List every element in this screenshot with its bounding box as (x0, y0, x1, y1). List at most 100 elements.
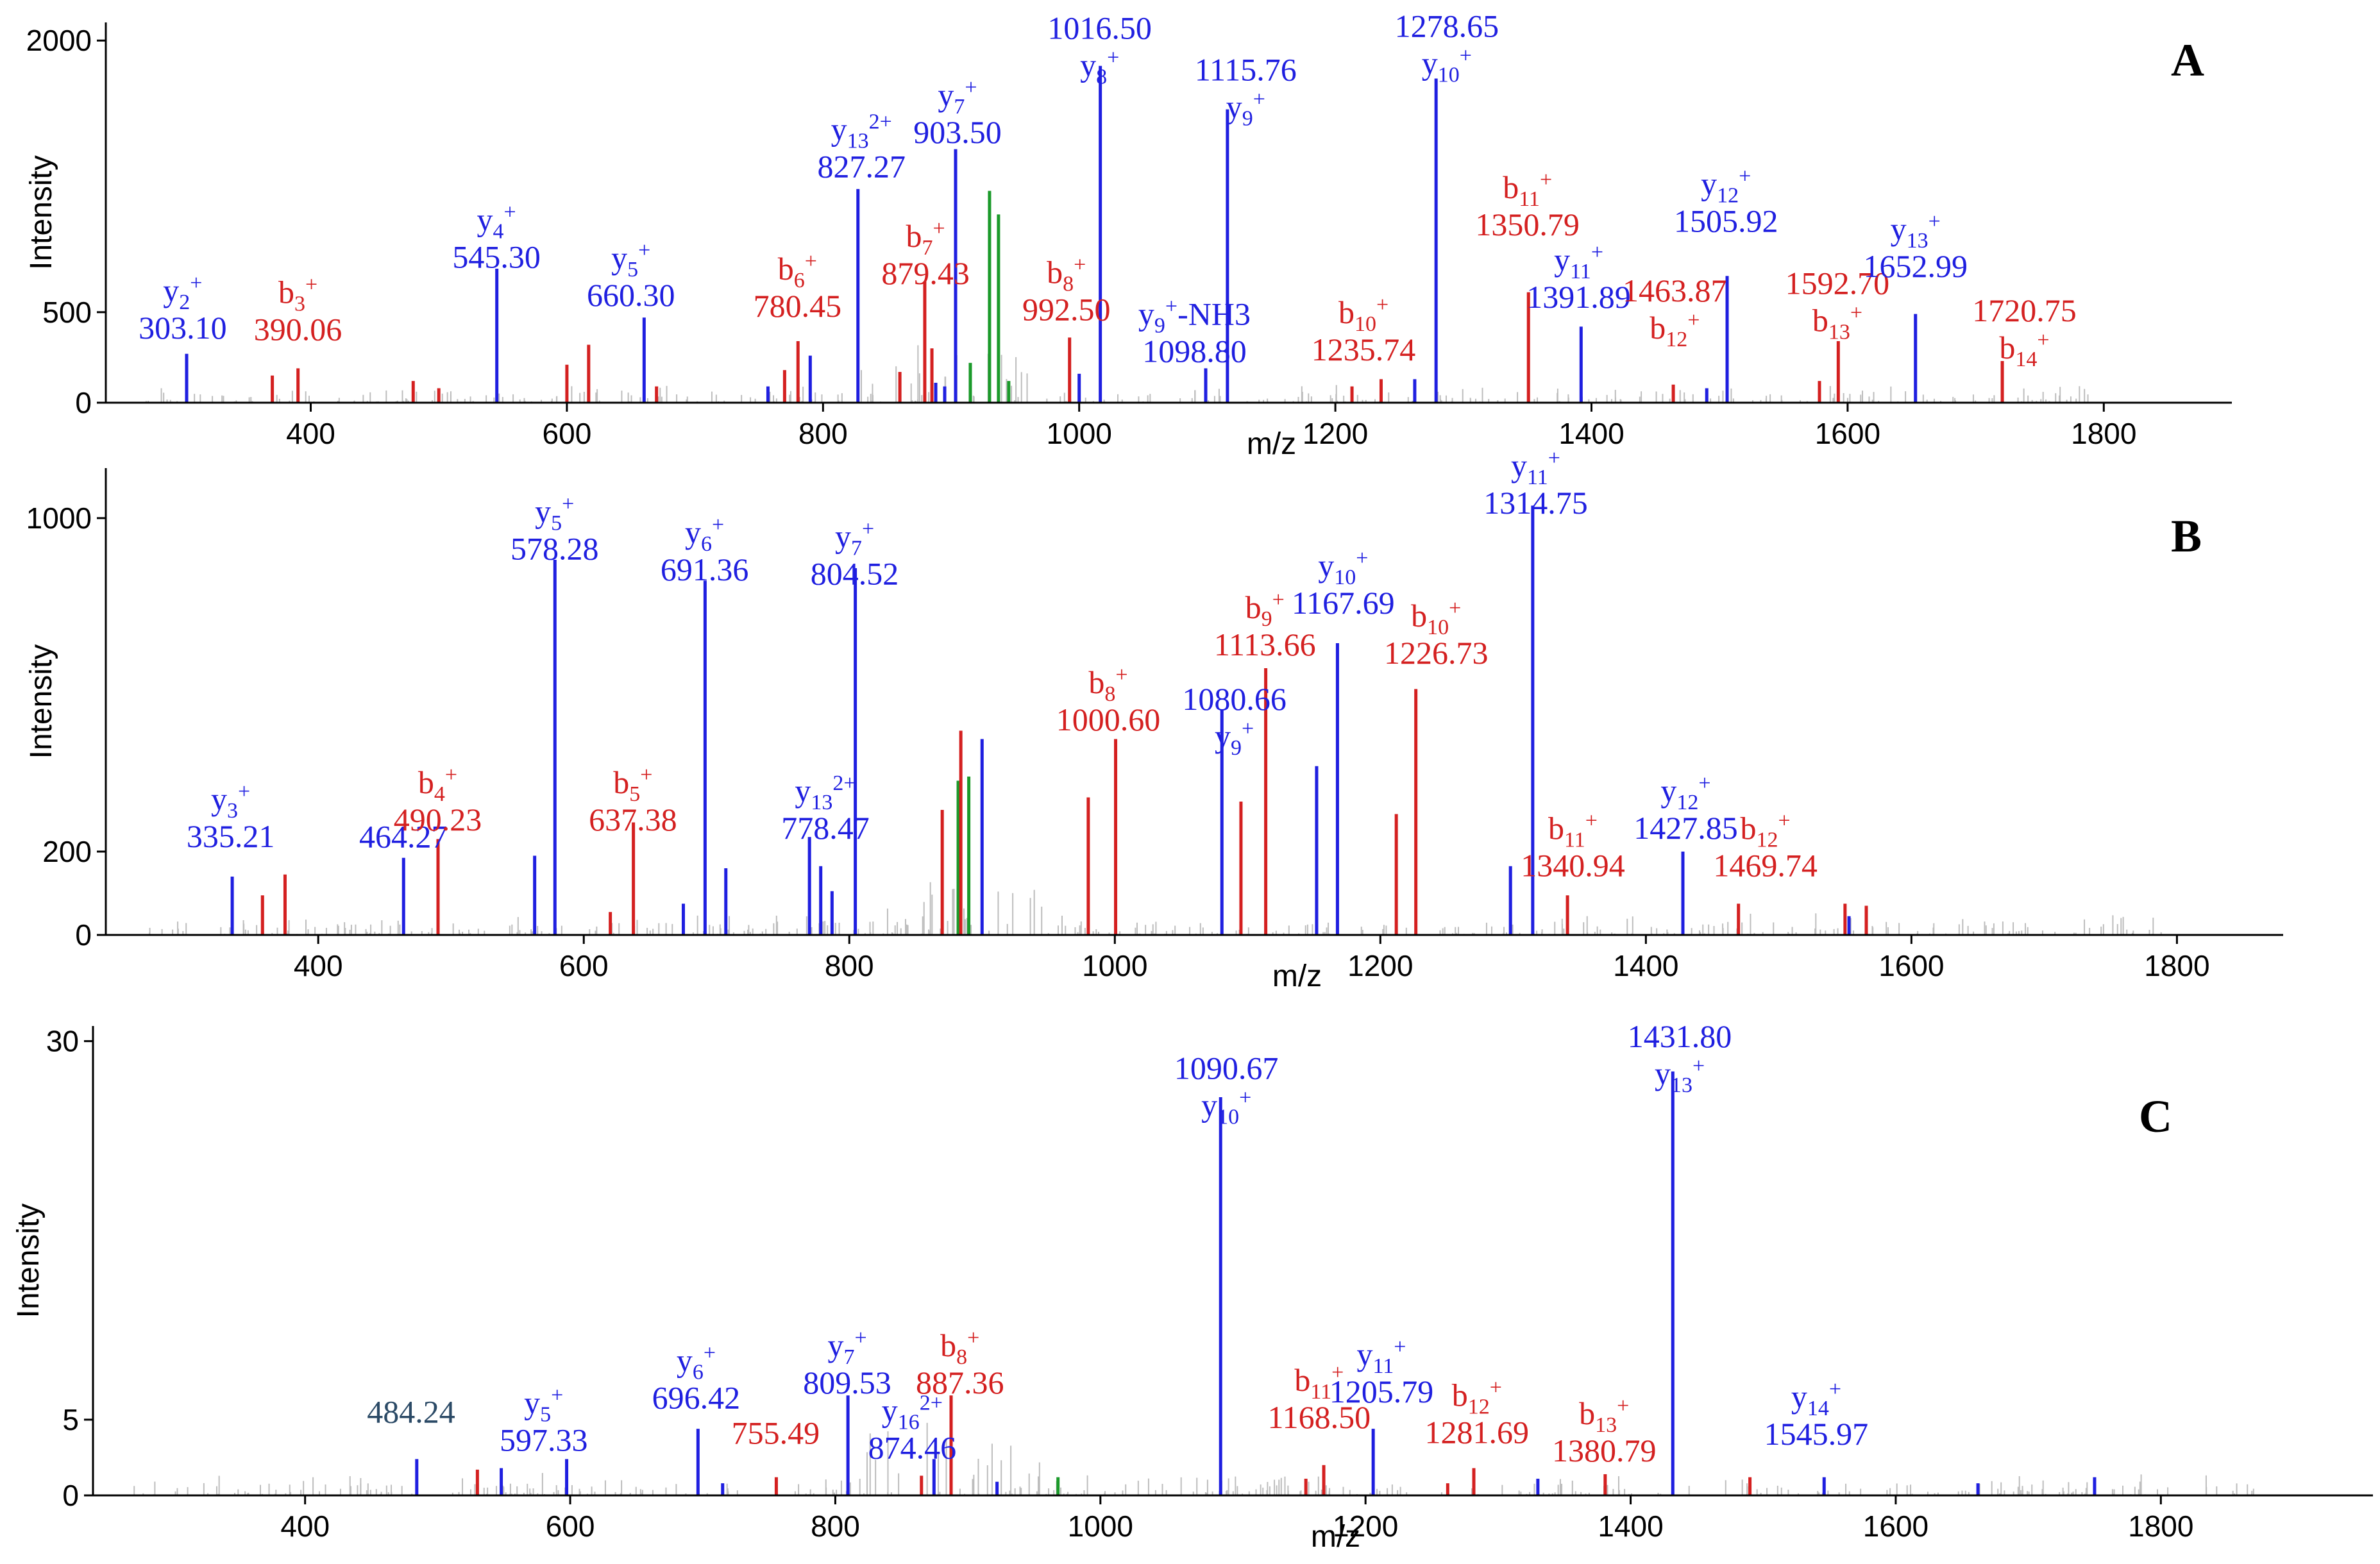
ion-charge: + (967, 1326, 979, 1350)
peak-annotation: b9+1113.66 (1214, 588, 1316, 662)
ion-number: 11 (1373, 1354, 1394, 1378)
mz-value-label: 484.24 (367, 1394, 455, 1430)
x-tick-label: 800 (825, 949, 874, 982)
y-axis-label: Intensity (24, 644, 58, 759)
ion-label: b5+ (613, 763, 652, 806)
x-tick-label: 1400 (1613, 949, 1678, 982)
peak-annotation: y2+303.10 (139, 271, 227, 346)
ion-type: b (778, 251, 794, 287)
ion-number: 10 (1355, 312, 1376, 336)
x-tick-label: 600 (559, 949, 609, 982)
mz-value-label: 1098.80 (1142, 333, 1247, 369)
x-axis-label: m/z (1272, 959, 1322, 993)
mz-value-label: 903.50 (913, 114, 1002, 150)
y-tick-label: 0 (62, 1479, 79, 1512)
ion-number: 9 (1262, 607, 1272, 631)
x-tick-label: 1200 (1333, 1509, 1398, 1543)
ion-charge: + (1739, 164, 1751, 188)
ion-number: 5 (540, 1402, 551, 1426)
ion-charge: + (238, 780, 250, 803)
ion-type: y (1080, 47, 1096, 83)
ion-type: y (477, 202, 493, 238)
ion-number: 12 (1717, 183, 1739, 207)
ion-number: 8 (1096, 65, 1107, 88)
mz-value-label: 804.52 (811, 556, 899, 592)
ion-label: y13+ (1891, 210, 1941, 253)
ion-type: b (1338, 294, 1355, 330)
ion-label: y11+ (1554, 240, 1603, 283)
ion-charge: + (1698, 771, 1710, 795)
ion-label: y10+ (1318, 546, 1368, 589)
noise-peaks (133, 1422, 2254, 1495)
ion-number: 4 (434, 782, 445, 806)
ion-label: y9+-NH3 (1138, 295, 1251, 338)
mz-value-label: 1080.66 (1182, 681, 1287, 717)
ion-label: y132+ (795, 771, 856, 814)
ion-number: 6 (794, 269, 805, 292)
x-tick-label: 800 (811, 1509, 860, 1543)
peak-annotation: y7+903.50 (913, 76, 1002, 150)
ion-number: 13 (1595, 1413, 1617, 1437)
ion-charge: + (704, 1341, 716, 1365)
ion-charge: + (1829, 1377, 1841, 1401)
mz-value-label: 545.30 (452, 239, 541, 275)
peak-annotation: y3+335.21 (187, 780, 275, 854)
ion-number: 11 (1570, 260, 1591, 283)
ion-number: 11 (1519, 187, 1540, 211)
peak-annotation: y11+1314.75 (1483, 446, 1588, 521)
x-tick-label: 600 (546, 1509, 595, 1543)
peak-annotation: y13+1652.99 (1863, 210, 1968, 284)
ion-type: y (1701, 165, 1717, 201)
ion-charge: + (445, 763, 457, 787)
ion-number: 11 (1310, 1380, 1331, 1404)
mz-value-label: 1380.79 (1552, 1433, 1657, 1468)
mz-value-label: 1652.99 (1863, 248, 1968, 284)
mz-value-label: 1016.50 (1047, 10, 1152, 46)
ion-label: y11+ (1357, 1335, 1406, 1378)
y-tick-label: 2000 (26, 24, 92, 57)
ion-number: 13 (811, 791, 832, 814)
y-tick-label: 30 (46, 1025, 79, 1058)
ion-number: 10 (1217, 1106, 1239, 1129)
ion-charge: + (1540, 168, 1552, 192)
ion-charge: + (1272, 588, 1285, 612)
peak-annotation: b11+1340.94 (1521, 809, 1625, 884)
ion-type: y (938, 77, 954, 113)
ion-label: y6+ (685, 513, 724, 556)
mz-value-label: 335.21 (187, 818, 275, 854)
ion-type: b (1294, 1362, 1310, 1398)
mz-value-label: 490.23 (394, 802, 482, 837)
ion-label: y7+ (827, 1326, 866, 1369)
peak-annotation: b8+1000.60 (1056, 663, 1161, 737)
ion-number: 6 (693, 1360, 704, 1384)
ion-type: b (1245, 589, 1262, 625)
ion-label: b11+ (1503, 168, 1552, 211)
ion-charge: + (1239, 1086, 1251, 1110)
ion-label: b13+ (1812, 301, 1862, 344)
ion-charge: + (1331, 1361, 1344, 1384)
mz-value-label: 1350.79 (1475, 206, 1580, 242)
x-tick-label: 1800 (2128, 1509, 2193, 1543)
ion-label: b3+ (278, 273, 317, 316)
ion-label: b8+ (1047, 253, 1086, 296)
ion-charge: + (1928, 210, 1941, 233)
x-tick-label: 400 (286, 417, 335, 450)
ion-charge: + (2037, 328, 2049, 352)
ion-type: b (1411, 598, 1427, 634)
ion-number: 13 (1828, 321, 1850, 344)
ion-label: y4+ (477, 201, 516, 244)
ion-number: 5 (629, 782, 640, 806)
peak-annotation: y6+691.36 (661, 513, 749, 587)
ion-charge: + (965, 76, 977, 99)
ion-charge: + (190, 271, 202, 295)
mz-value-label: 1168.50 (1268, 1399, 1371, 1435)
ion-label: y5+ (524, 1383, 563, 1426)
ion-label: b10+ (1411, 596, 1461, 639)
ion-number: 5 (627, 258, 638, 282)
ion-charge: + (1460, 44, 1472, 68)
ion-label: y5+ (611, 239, 650, 282)
